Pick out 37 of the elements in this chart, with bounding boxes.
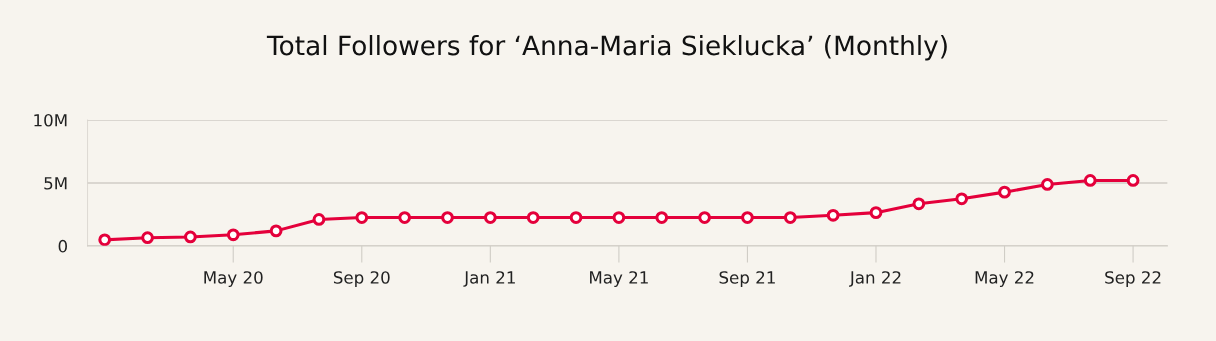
point xyxy=(184,230,197,244)
point xyxy=(441,211,454,224)
y-tick-label: 0 xyxy=(58,239,67,253)
x-tick-label: Sep 21 xyxy=(719,271,775,287)
x-tick-label: Sep 20 xyxy=(333,271,390,287)
point xyxy=(398,211,412,224)
point xyxy=(141,231,154,245)
point xyxy=(226,228,240,242)
point xyxy=(483,211,497,224)
x-tick-label: May 21 xyxy=(590,271,648,287)
point xyxy=(98,233,112,246)
point xyxy=(526,211,540,224)
point xyxy=(698,211,711,224)
point xyxy=(1126,174,1140,187)
point xyxy=(1083,174,1097,187)
x-tick-label: Sep 22 xyxy=(1105,271,1161,287)
point xyxy=(912,197,926,211)
x-tick-label: May 22 xyxy=(975,271,1034,287)
point xyxy=(869,206,883,220)
point xyxy=(998,185,1011,199)
point xyxy=(955,192,969,206)
point xyxy=(1040,178,1054,191)
point xyxy=(826,208,840,222)
y-tick-label: 10M xyxy=(34,113,67,127)
point xyxy=(569,211,583,224)
y-tick-label: 5M xyxy=(44,177,67,190)
x-tick-label: Jan 21 xyxy=(463,271,515,287)
point xyxy=(269,224,283,238)
point xyxy=(741,211,754,224)
point xyxy=(355,211,369,224)
point xyxy=(783,211,797,224)
point xyxy=(612,211,626,224)
point xyxy=(312,213,326,226)
x-tick-label: Jan 22 xyxy=(849,271,901,287)
point xyxy=(655,211,669,224)
x-tick-label: May 20 xyxy=(204,271,263,287)
chart-title: Total Followers for ‘Anna-Maria Sieklucka’ (Monthly) xyxy=(266,34,947,61)
